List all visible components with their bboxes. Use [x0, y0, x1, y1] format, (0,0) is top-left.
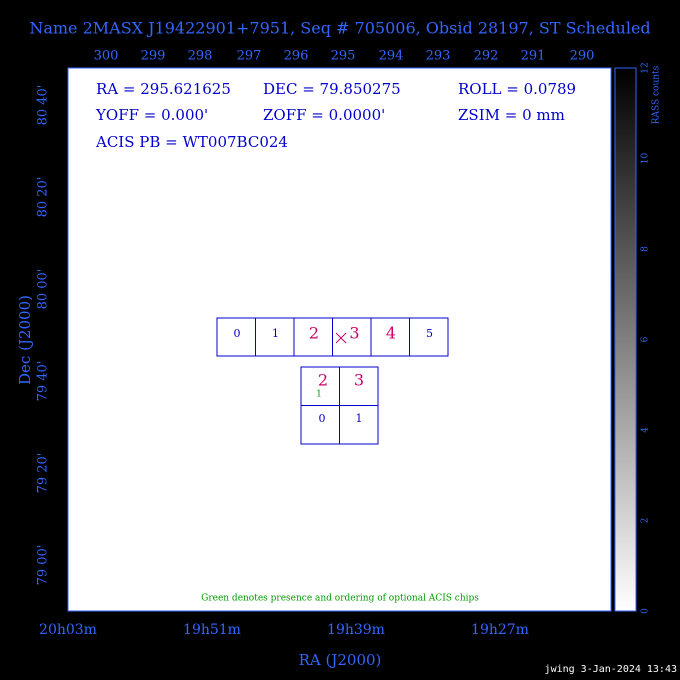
footer: jwing 3-Jan-2024 13:43: [545, 664, 677, 675]
top-tick-label: 296: [284, 49, 309, 64]
acis-s-chip-label: 1: [272, 327, 279, 340]
title: Name 2MASX J19422901+7951, Seq # 705006,…: [29, 19, 650, 38]
top-tick-label: 290: [570, 49, 595, 64]
acis-s-chip-label: 0: [234, 327, 241, 340]
y-axis-title: Dec (J2000): [16, 295, 34, 385]
top-tick-label: 293: [426, 49, 451, 64]
optional-chip-label: 1: [316, 390, 322, 400]
info-text: RA = 295.621625: [96, 80, 231, 98]
colorbar-title: RASS counts: [652, 65, 662, 124]
info-text: ROLL = 0.0789: [458, 80, 576, 98]
plot-frame: [67, 67, 612, 612]
top-tick-label: 294: [379, 49, 404, 64]
acis-s-chip-label: 3: [349, 324, 359, 343]
left-tick-label: 80 20': [36, 177, 51, 218]
left-tick-label: 79 00': [36, 545, 51, 586]
top-tick-label: 300: [94, 49, 119, 64]
bottom-tick-label: 19h27m: [471, 622, 529, 638]
colorbar-tick-label: 0: [641, 608, 651, 614]
bottom-tick-label: 19h39m: [327, 622, 385, 638]
top-tick-label: 299: [141, 49, 166, 64]
left-tick-label: 80 00': [36, 269, 51, 310]
acis-s-chip-label: 2: [309, 324, 319, 343]
acis-i-chip-label: 1: [356, 412, 363, 425]
note: Green denotes presence and ordering of o…: [201, 594, 479, 604]
left-tick-label: 80 40': [36, 85, 51, 126]
top-tick-label: 297: [237, 49, 262, 64]
bottom-tick-label: 19h51m: [183, 622, 241, 638]
colorbar-tick-label: 6: [641, 336, 651, 342]
colorbar-tick-label: 8: [641, 246, 651, 252]
colorbar: [614, 67, 637, 612]
info-text: DEC = 79.850275: [263, 80, 401, 98]
left-tick-label: 79 40': [36, 361, 51, 402]
colorbar-tick-label: 2: [641, 518, 651, 524]
acis-i-chip-label: 0: [319, 412, 326, 425]
left-tick-label: 79 20': [36, 453, 51, 494]
colorbar-tick-label: 4: [641, 427, 651, 433]
aimpoint-marker: [335, 332, 347, 344]
bottom-tick-label: 20h03m: [39, 622, 97, 638]
acis-i-chip-label: 3: [354, 371, 364, 390]
acis-s-chip-label: 5: [426, 327, 433, 340]
acis-s-chip-label: 4: [386, 324, 396, 343]
chip-outlines: [216, 317, 449, 445]
x-axis-title: RA (J2000): [299, 651, 382, 669]
top-tick-label: 291: [521, 49, 546, 64]
top-tick-label: 295: [331, 49, 356, 64]
info-text: ZOFF = 0.0000': [263, 106, 385, 124]
top-tick-label: 298: [188, 49, 213, 64]
colorbar-tick-label: 12: [641, 62, 651, 73]
colorbar-tick-label: 10: [641, 153, 651, 165]
acis-i-chip-label: 2: [318, 371, 328, 390]
info-text: ZSIM = 0 mm: [458, 106, 565, 124]
top-tick-label: 292: [474, 49, 499, 64]
info-text: YOFF = 0.000': [95, 106, 208, 124]
info-text: ACIS PB = WT007BC024: [95, 133, 288, 151]
